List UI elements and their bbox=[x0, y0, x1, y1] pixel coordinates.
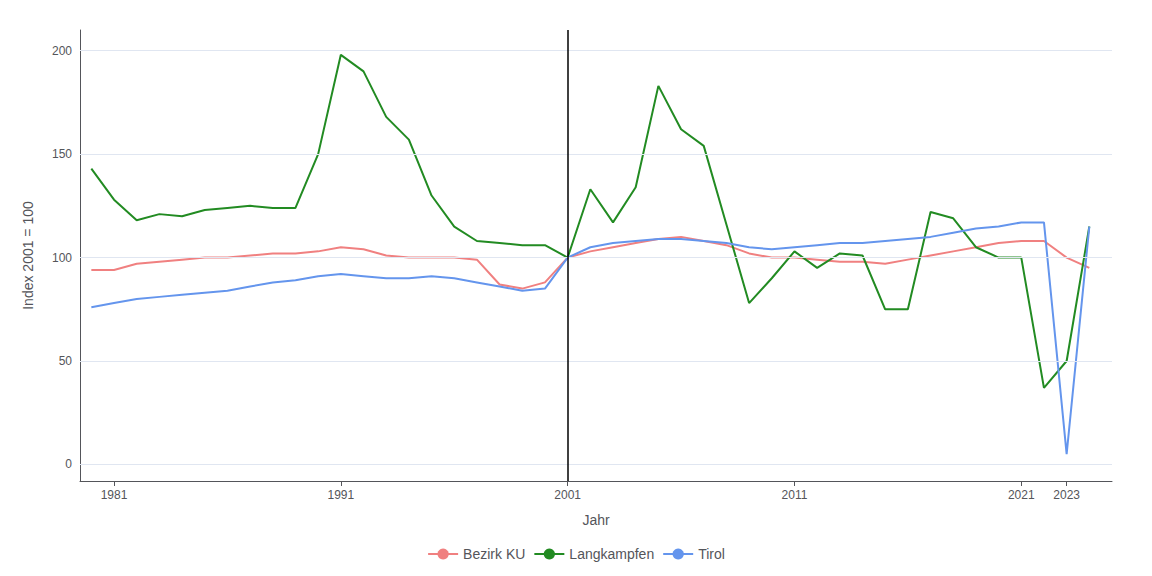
svg-text:1981: 1981 bbox=[101, 488, 128, 502]
svg-text:2023: 2023 bbox=[1053, 488, 1080, 502]
svg-text:2001: 2001 bbox=[554, 488, 581, 502]
svg-text:Index 2001 = 100: Index 2001 = 100 bbox=[20, 201, 36, 310]
svg-text:1991: 1991 bbox=[327, 488, 354, 502]
svg-text:2011: 2011 bbox=[782, 488, 808, 502]
svg-text:100: 100 bbox=[52, 251, 72, 265]
svg-text:200: 200 bbox=[52, 44, 72, 58]
svg-text:Tirol: Tirol bbox=[698, 546, 725, 562]
svg-text:2021: 2021 bbox=[1008, 488, 1035, 502]
svg-text:50: 50 bbox=[59, 354, 73, 368]
svg-text:Langkampfen: Langkampfen bbox=[569, 546, 654, 562]
svg-text:Jahr: Jahr bbox=[582, 512, 610, 528]
svg-text:150: 150 bbox=[52, 147, 72, 161]
svg-text:0: 0 bbox=[65, 457, 72, 471]
svg-text:Bezirk KU: Bezirk KU bbox=[463, 546, 525, 562]
